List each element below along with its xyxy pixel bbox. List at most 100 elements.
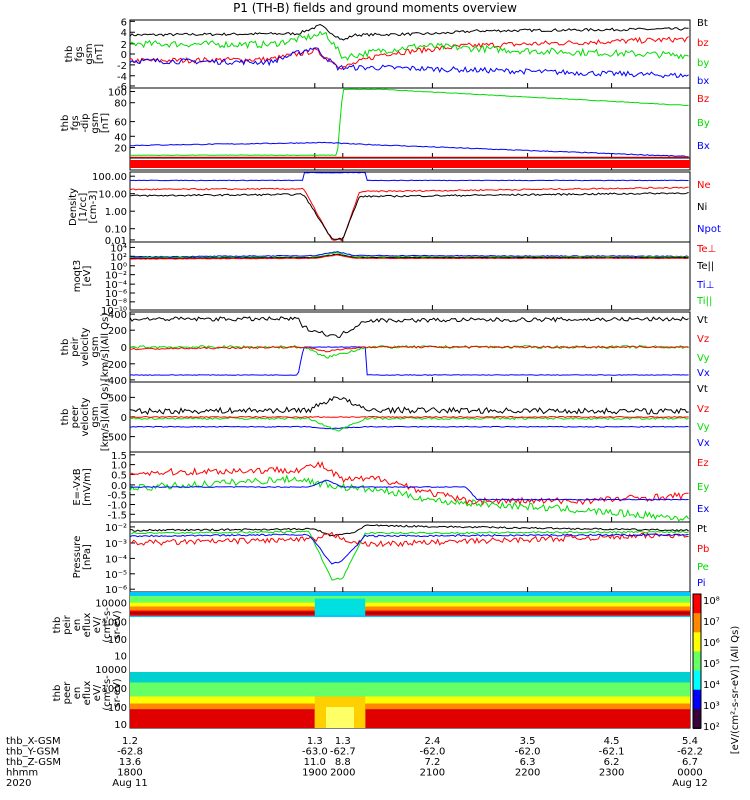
efield-ytick-label: -1.0: [107, 501, 127, 512]
xaxis-value: 11.0: [304, 757, 326, 768]
temperature-legend-Ti||: Ti||: [696, 296, 712, 307]
pt-line: [130, 524, 689, 537]
temperature-ylabel: moqt3: [72, 260, 83, 293]
fgs-ytick-label: -6: [117, 82, 127, 93]
efield-ytick-label: -1.5: [107, 510, 127, 521]
fgs-igrf-ytick-label: 60: [114, 118, 127, 129]
colorbar-tick-label: 10⁵: [703, 659, 720, 670]
xaxis-value: 6.7: [682, 757, 698, 768]
tiperp-line: [129, 251, 689, 258]
pressure-ytick-label: 10⁻⁶: [105, 585, 127, 596]
chart-title: P1 (TH-B) fields and ground moments over…: [233, 1, 517, 15]
peer-eflux-ylabel: eflux: [82, 681, 93, 706]
peer-velocity-legend-Vx: Vx: [697, 438, 710, 449]
peir-eflux-ylabel: peir: [62, 614, 73, 634]
temperature-ytick-label: 10²: [110, 252, 127, 263]
pb-line: [129, 531, 689, 548]
fgs-ylabel: gsm: [84, 43, 95, 64]
density-ytick-label: 0.10: [105, 225, 127, 236]
peer-eflux-ytick-label: 10: [114, 720, 127, 731]
pi-line: [129, 533, 689, 565]
peir-eflux-ylabel: en: [72, 619, 83, 632]
peir-spectrogram: [130, 592, 690, 658]
fgs-ytick-label: 2: [121, 40, 127, 51]
xaxis-value: 2100: [420, 768, 445, 779]
pressure-ytick-label: 10⁻²: [105, 523, 127, 534]
peir-velocity-ytick-label: 400: [108, 310, 127, 321]
peer-spectrogram: [130, 658, 690, 728]
peer-velocity-ytick-label: 500: [108, 393, 127, 404]
bx2-line: [130, 141, 689, 158]
peir-spectrogram-band: [365, 611, 690, 615]
bx-line: [129, 47, 689, 79]
xaxis-value: -62.7: [330, 747, 356, 758]
peir-spectrogram-band: [130, 595, 690, 603]
colorbar-tick-label: 10⁶: [703, 638, 720, 649]
temperature-ytick-label: 10⁻⁴: [105, 280, 127, 291]
fgs-ytick-label: -2: [117, 61, 127, 72]
xaxis-value: 2200: [515, 768, 540, 779]
peer-eflux-ytick-label: 100: [108, 703, 127, 714]
efield-ytick-label: 0.0: [111, 481, 127, 492]
density-ylabel: [1/cc]: [78, 193, 89, 222]
fgs-igrf-ylabel: fgs: [70, 115, 81, 130]
peer-spectrogram-band: [130, 696, 690, 704]
temperature-ylabel: [eV]: [82, 266, 93, 287]
temperature-legend-Te⊥: Te⊥: [696, 244, 716, 255]
ex-line: [129, 479, 689, 501]
fgs-ylabel: fgs: [74, 46, 85, 61]
fgs-ytick-label: 4: [121, 28, 127, 39]
colorbar-tick-label: 10⁸: [703, 596, 720, 607]
peer-eflux-ylabel: eV/: [92, 684, 103, 701]
density-ylabel: [cm-3]: [88, 190, 99, 223]
peir-spectrogram-band: [314, 598, 366, 616]
colorbar-band: [693, 613, 701, 634]
xaxis-value: -62.2: [677, 747, 703, 758]
peer-velocity-legend-Vz: Vz: [697, 404, 709, 415]
pressure-ylabel: [nPa]: [82, 544, 93, 570]
fgs-legend-bx: bx: [697, 76, 709, 87]
colorbar-tick-label: 10⁴: [703, 680, 720, 691]
colorbar-band: [693, 651, 701, 672]
fgs-igrf-ytick-label: 20: [114, 144, 127, 155]
peer-spectrogram-band: [130, 709, 315, 728]
peer-velocity-ytick-label: -500: [104, 433, 127, 444]
peer-velocity-ylabel: [km/s](All Qs): [100, 383, 111, 451]
density-ytick-label: 10.00: [98, 190, 127, 201]
pressure-ytick-label: 10⁻⁴: [105, 554, 127, 565]
colorbar-tick-label: 10³: [703, 701, 720, 712]
peir-spectrogram-band: [130, 617, 690, 623]
peir-eflux-ylabel: thb: [52, 617, 63, 634]
peir-eflux-ylabel: (cm²-s-: [102, 607, 113, 643]
bt-line: [129, 23, 689, 41]
xaxis-value: 6.2: [604, 757, 620, 768]
peir-eflux-ylabel: eflux: [82, 613, 93, 638]
fgs-igrf-ytick-label: 40: [114, 132, 127, 143]
peir-velocity-ylabel: gsm: [90, 336, 101, 357]
xaxis-value: 1.3: [335, 736, 351, 747]
density-frame: [129, 171, 691, 243]
peer-velocity-legend-Vy: Vy: [697, 422, 710, 433]
density-ytick-label: 0.01: [105, 236, 127, 247]
density-legend-Ni: Ni: [697, 202, 707, 213]
peir-spectrogram-band: [130, 611, 315, 615]
peer-eflux-ylabel: thb: [52, 685, 63, 702]
fgs-igrf-ylabel: thb: [60, 115, 71, 132]
colorbar-band: [693, 632, 701, 653]
peir-eflux-ytick-label: 100: [108, 635, 127, 646]
vt-peer-line: [129, 396, 689, 416]
temperature-ytick-label: 10⁰: [110, 262, 127, 273]
temperature-legend-Te||: Te||: [696, 261, 714, 272]
xaxis-value: 4.5: [604, 736, 620, 747]
pressure-legend-Pi: Pi: [697, 578, 706, 589]
temperature-ytick-label: 10⁻¹⁰: [101, 306, 127, 317]
fgs-ytick-label: -4: [117, 72, 127, 83]
xaxis-value: 7.2: [424, 757, 440, 768]
fgs-ytick-label: 6: [121, 17, 127, 28]
fgs-ylabel: [nT]: [94, 44, 105, 64]
xaxis-row-label: hhmm: [6, 768, 38, 779]
vz-peer-line: [129, 415, 689, 419]
peer-velocity-ylabel: thb: [60, 409, 71, 426]
peer-velocity-ylabel: velocity: [80, 397, 91, 436]
